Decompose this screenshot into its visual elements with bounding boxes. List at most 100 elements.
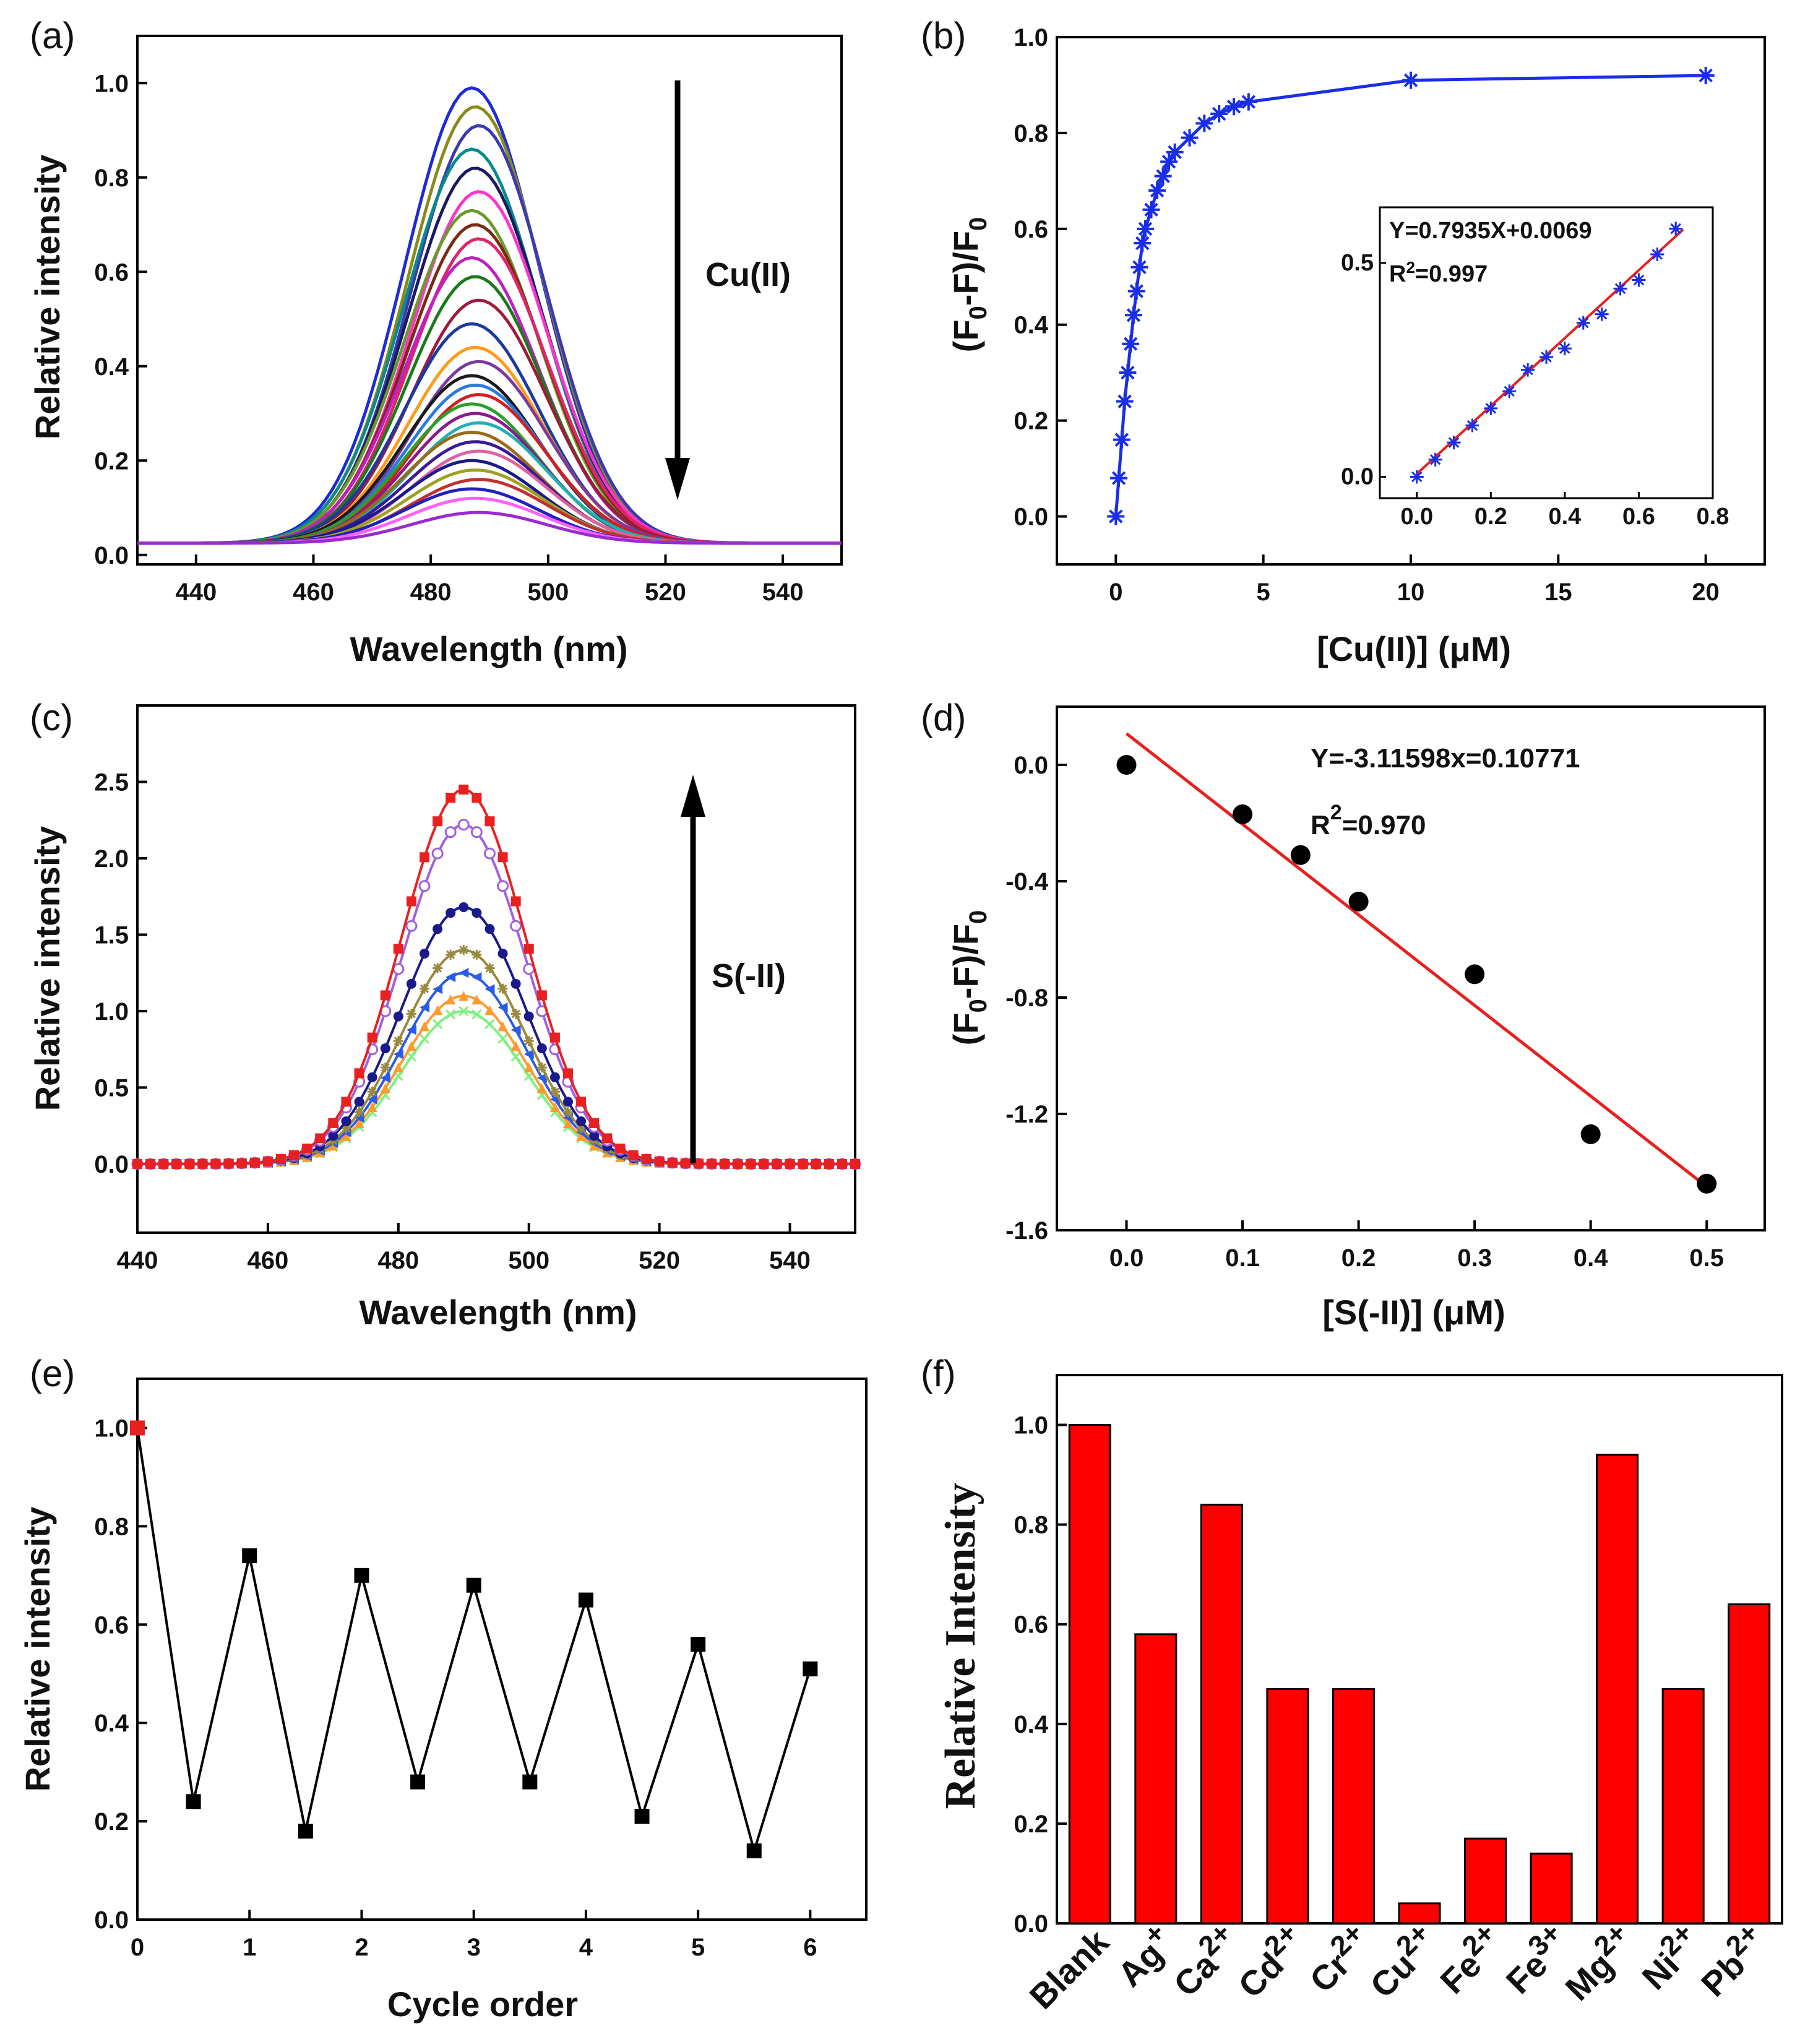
panel-e-ylabel: Relative intensity (18, 1507, 57, 1792)
panel-c-marker (497, 1021, 508, 1032)
panel-c-ytick-label: 2.5 (94, 769, 129, 796)
panel-d-xlabel: [S(-II)] (μM) (1322, 1293, 1505, 1332)
panel-c-marker (341, 1123, 351, 1134)
panel-c-marker (315, 1133, 325, 1144)
panel-c-marker (536, 1063, 547, 1073)
panel-b-inset-point (1502, 384, 1517, 399)
panel-a-series-line (137, 430, 842, 545)
panel-c-marker (380, 1063, 390, 1073)
panel-b-ytick-label: 0.2 (1014, 408, 1048, 435)
panel-b-point (1697, 66, 1715, 84)
panel-d-label: (d) (921, 697, 966, 738)
panel-a-series-line (137, 105, 842, 545)
panel-d-r2-prefix: R (1311, 810, 1330, 840)
panel-a-series-group (137, 86, 842, 545)
panel-c-series-line (137, 905, 855, 1165)
panel-e-point (186, 1794, 201, 1809)
panel-d-equation: Y=-3.11598x=0.10771 (1311, 743, 1580, 774)
panel-b-point (1154, 167, 1172, 185)
panel-a-series-line (137, 86, 842, 545)
panel-b-point (1160, 153, 1178, 171)
panel-b-xtick-label: 5 (1257, 579, 1270, 606)
panel-b-inset-equation: Y=0.7935X+0.0069 (1389, 218, 1592, 244)
panel-b-inset-point (1447, 436, 1461, 450)
panel-c-marker (523, 1062, 534, 1072)
panel-c-marker (446, 793, 456, 803)
panel-b-inset-point (1650, 248, 1664, 262)
panel-c-marker (484, 924, 495, 934)
panel-c-ytick-label: 1.5 (94, 921, 129, 949)
panel-e-xtick-label: 1 (243, 1934, 256, 1961)
panel-b-ytick-label: 0.0 (1014, 504, 1048, 531)
panel-d-point (1233, 804, 1253, 824)
panel-c-marker (536, 1083, 547, 1093)
panel-c: (c) 440 460 480 500 520 540 0.0 0.5 1.0 1.5 2.0 2.5 S… (28, 697, 861, 1332)
panel-c-marker (510, 1041, 521, 1051)
panel-d-point (1348, 891, 1369, 912)
panel-d-r2-exp: 2 (1330, 801, 1342, 824)
panel-b-inset-r2-value: =0.997 (1415, 261, 1488, 287)
panel-d-xtick-label: 0.3 (1457, 1244, 1492, 1272)
panel-d-ytick-label: -0.8 (1006, 985, 1048, 1012)
panel-f-ytick-label: 0.0 (1014, 1910, 1048, 1938)
panel-c-marker (459, 784, 469, 795)
panel-c-marker (354, 1107, 364, 1118)
panel-b-point (1210, 105, 1228, 123)
panel-c-marker (549, 1072, 560, 1082)
panel-c-marker (354, 1068, 364, 1079)
panel-b-ytick-label: 0.8 (1014, 120, 1048, 147)
panel-e-ytick-label: 0.8 (94, 1513, 129, 1540)
panel-c-marker (367, 1072, 377, 1082)
panel-b-inset-r2: R2=0.997 (1389, 258, 1488, 287)
panel-b-inset-point (1632, 273, 1646, 287)
panel-c-marker (523, 1049, 534, 1059)
panel-e-ytick-label: 0.2 (94, 1808, 129, 1835)
panel-d-xtick-label: 0.0 (1109, 1244, 1144, 1272)
panel-b-point (1137, 220, 1154, 238)
panel-a-ytick-label: 0.4 (94, 353, 129, 381)
panel-a-series-line (137, 487, 842, 545)
panel-c-series-line (137, 994, 855, 1165)
panel-a-series-line (137, 511, 842, 545)
panel-c-marker (484, 963, 495, 973)
panel-c-marker (406, 1041, 416, 1051)
panel-c-marker (223, 1158, 234, 1169)
ylabel-text: -F)/F (946, 924, 985, 999)
panel-c-marker (433, 963, 443, 973)
panel-c-marker (472, 949, 482, 960)
panel-c-marker (459, 1006, 469, 1016)
panel-c-marker (602, 1133, 613, 1144)
panel-c-marker (418, 880, 431, 892)
panel-a: (a) 440 460 480 500 520 540 0.0 0.2 0.4 0.6 0.8 1.0 C… (28, 15, 843, 668)
panel-b-point (1127, 282, 1145, 300)
panel-d-ytick-label: 0.0 (1014, 752, 1048, 779)
panel-a-xtick-label: 460 (293, 579, 334, 606)
panel-a-series-line (137, 412, 842, 545)
panel-a-xtick-label: 500 (527, 579, 569, 606)
panel-c-marker (707, 1158, 717, 1169)
panel-c-marker (197, 1158, 208, 1169)
panel-c-arrow-head (681, 775, 705, 817)
panel-b-inset-xtick-label: 0.2 (1475, 504, 1507, 530)
panel-a-series-line (137, 440, 842, 545)
panel-b-point (1402, 71, 1419, 89)
panel-c-marker (341, 1097, 351, 1107)
panel-c-series-line (137, 1009, 855, 1165)
panel-f-bar (1134, 1633, 1178, 1925)
panel-e-point (522, 1774, 538, 1790)
panel-c-marker (484, 1005, 495, 1016)
panel-a-ytick-label: 1.0 (94, 70, 129, 97)
panel-c-marker (380, 1083, 390, 1093)
panel-f-ylabel: Relative Intensity (937, 1483, 984, 1809)
panel-b-point (1239, 93, 1257, 111)
panel-b-inset-xtick-label: 0.8 (1697, 504, 1729, 530)
panel-f-ytick-label: 1.0 (1014, 1412, 1048, 1439)
panel-b-inset-xtick-label: 0.0 (1400, 504, 1433, 530)
panel-b-inset: 0.0 0.2 0.4 0.6 0.8 0.0 0.5 Y=0.7935X+0.0069 R2=… (1341, 206, 1729, 530)
panel-b-point (1142, 201, 1160, 218)
panel-c-marker (459, 902, 469, 912)
panel-b-ytick-label: 1.0 (1014, 24, 1048, 51)
panel-c-marker (406, 978, 416, 989)
panel-f-bar (1200, 1503, 1243, 1925)
panel-c-marker (431, 847, 444, 860)
